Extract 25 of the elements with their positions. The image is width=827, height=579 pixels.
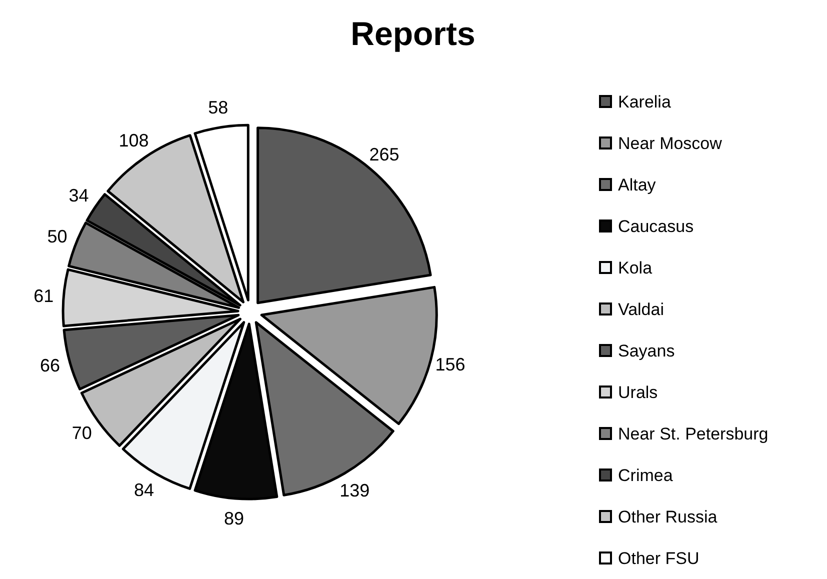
data-label: 108 [118,130,149,151]
legend-label: Other FSU [618,549,700,568]
data-label: 66 [40,355,60,376]
legend-label: Other Russia [618,508,718,526]
legend-label: Valdai [618,300,664,319]
legend-label: Crimea [618,466,674,485]
legend-label: Kola [618,258,653,278]
legend-label: Near Moscow [618,134,723,153]
chart-title: Reports [350,15,476,52]
data-label: 265 [369,144,400,164]
data-label: 139 [340,480,370,501]
data-label: 84 [134,480,154,500]
data-label: 61 [34,286,54,306]
data-label: 58 [208,97,228,118]
data-label: 70 [72,422,92,443]
data-label: 89 [224,508,244,528]
data-label: 50 [47,226,68,247]
legend-label: Sayans [618,342,675,360]
legend-label: Urals [618,383,658,402]
legend-label: Caucasus [618,217,694,236]
legend-label: Karelia [618,92,672,112]
data-label: 156 [435,354,466,374]
legend-label: Altay [618,176,656,194]
legend-label: Near St. Petersburg [618,424,768,444]
data-label: 34 [68,186,89,206]
